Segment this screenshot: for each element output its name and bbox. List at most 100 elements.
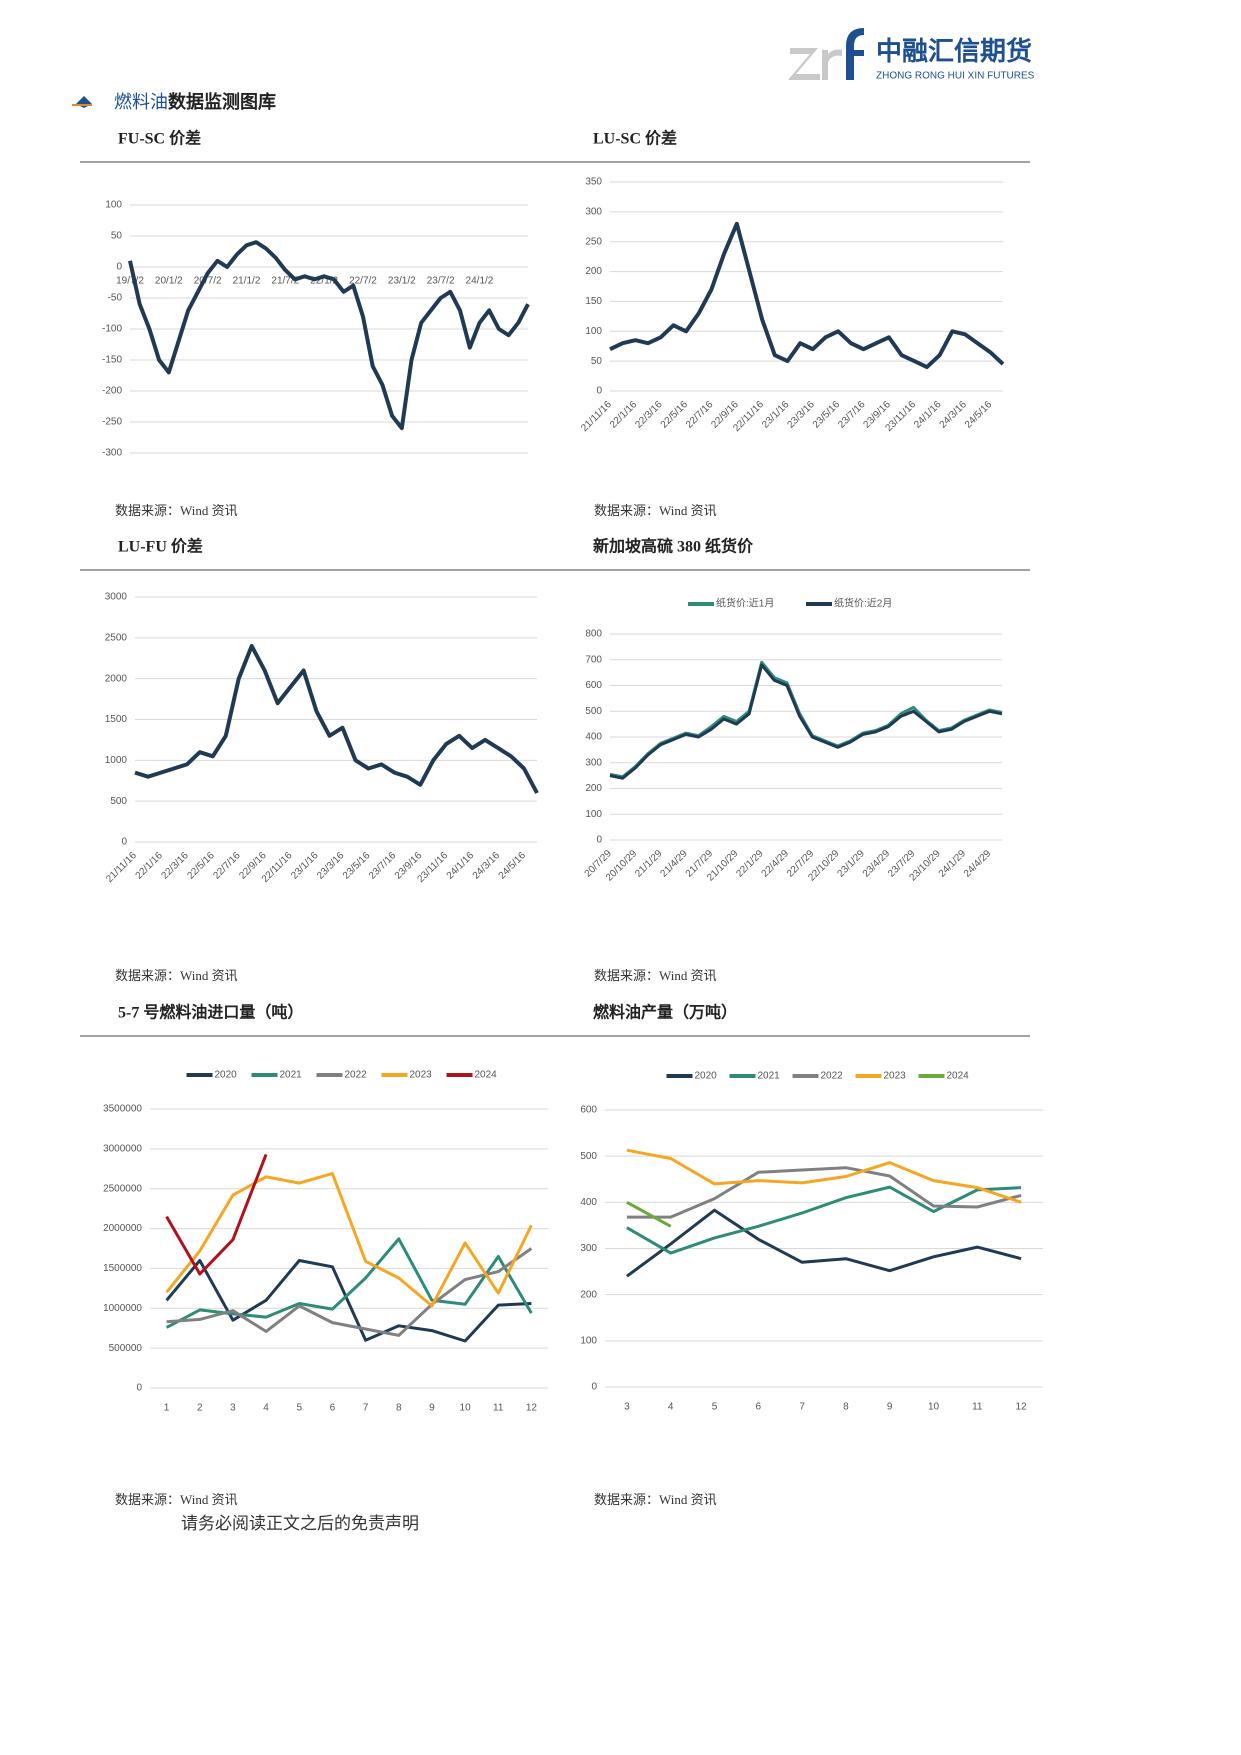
x-tick-label: 22/7/16 xyxy=(211,850,243,882)
source-note: 数据来源：Wind 资讯 xyxy=(115,1492,238,1507)
x-tick-label: 22/7/16 xyxy=(684,399,716,431)
x-tick-label: 4 xyxy=(668,1402,674,1413)
y-tick-label: 1500000 xyxy=(103,1263,142,1274)
x-tick-label: 5 xyxy=(712,1402,718,1413)
y-tick-label: 100 xyxy=(585,326,602,337)
x-tick-label: 20/7/2 xyxy=(194,276,222,287)
x-tick-label: 21/11/16 xyxy=(579,399,614,434)
y-tick-label: -200 xyxy=(102,386,122,397)
company-name-en: ZHONG RONG HUI XIN FUTURES xyxy=(876,71,1035,82)
x-tick-label: 24/1/16 xyxy=(445,850,477,882)
x-tick-label: 22/1/2 xyxy=(310,276,338,287)
y-tick-label: 200 xyxy=(585,266,602,277)
y-tick-label: 1500 xyxy=(105,714,128,725)
footer: 请务必阅读正文之后的免责声明 xyxy=(181,1514,419,1533)
x-tick-label: 22/5/16 xyxy=(659,399,691,431)
data-line xyxy=(609,221,1005,370)
x-tick-label: 21/11/16 xyxy=(104,850,139,885)
x-tick-label: 5 xyxy=(296,1403,302,1414)
x-tick-label: 21/7/2 xyxy=(271,276,299,287)
section-title: 数据监测图库 xyxy=(168,91,276,112)
x-tick-label: 6 xyxy=(756,1402,762,1413)
x-tick-label: 10 xyxy=(928,1402,940,1413)
legend-label: 纸货价:近2月 xyxy=(834,597,892,610)
chart-title: LU-FU 价差 xyxy=(118,537,203,556)
x-tick-label: 23/3/16 xyxy=(315,850,347,882)
y-tick-label: 100 xyxy=(105,200,122,211)
legend-label: 2024 xyxy=(475,1070,498,1081)
logo xyxy=(788,28,864,80)
y-tick-label: -50 xyxy=(108,293,123,304)
legend-label: 纸货价:近1月 xyxy=(716,597,774,610)
y-tick-label: 300 xyxy=(580,1243,597,1254)
legend-label: 2022 xyxy=(345,1070,368,1081)
source-note: 数据来源：Wind 资讯 xyxy=(115,503,238,518)
x-tick-label: 22/1/16 xyxy=(134,850,166,882)
y-tick-label: 200 xyxy=(585,783,602,794)
x-tick-label: 22/1/16 xyxy=(608,399,640,431)
y-tick-label: 600 xyxy=(580,1105,597,1116)
y-tick-label: -150 xyxy=(102,355,122,366)
source-note: 数据来源：Wind 资讯 xyxy=(594,503,717,518)
y-tick-label: 0 xyxy=(596,386,602,397)
x-tick-label: 2 xyxy=(197,1403,203,1414)
x-tick-label: 23/1/16 xyxy=(289,850,321,882)
x-tick-label: 6 xyxy=(330,1403,336,1414)
y-tick-label: -300 xyxy=(102,448,122,459)
x-tick-label: 24/3/16 xyxy=(471,850,503,882)
y-tick-label: 500 xyxy=(110,796,127,807)
y-tick-label: 0 xyxy=(591,1382,597,1393)
x-tick-label: 24/1/16 xyxy=(912,399,944,431)
company-name: 中融汇信期货 xyxy=(876,36,1032,66)
y-tick-label: -250 xyxy=(102,417,122,428)
chart-title: 新加坡高硫 380 纸货价 xyxy=(593,537,754,556)
y-tick-label: 500 xyxy=(585,706,602,717)
y-tick-label: 3000000 xyxy=(103,1143,142,1154)
data-line xyxy=(165,1153,268,1276)
y-tick-label: 3000 xyxy=(105,592,128,603)
y-tick-label: 500 xyxy=(580,1151,597,1162)
y-tick-label: 100 xyxy=(585,809,602,820)
data-line xyxy=(165,1259,532,1343)
x-tick-label: 11 xyxy=(972,1402,983,1413)
y-tick-label: 2500 xyxy=(105,632,128,643)
y-tick-label: 50 xyxy=(591,356,603,367)
source-note: 数据来源：Wind 资讯 xyxy=(115,968,238,983)
legend-label: 2020 xyxy=(215,1070,238,1081)
y-tick-label: 150 xyxy=(585,296,602,307)
x-tick-label: 24/5/16 xyxy=(497,850,529,882)
data-line xyxy=(134,644,539,794)
y-tick-label: 350 xyxy=(585,177,602,188)
legend-label: 2023 xyxy=(410,1070,433,1081)
x-tick-label: 23/7/16 xyxy=(836,399,868,431)
y-tick-label: 0 xyxy=(596,835,602,846)
data-line xyxy=(626,1148,1022,1204)
source-note: 数据来源：Wind 资讯 xyxy=(594,1492,717,1507)
x-tick-label: 8 xyxy=(396,1403,402,1414)
y-tick-label: 300 xyxy=(585,206,602,217)
data-line xyxy=(165,1172,533,1308)
data-line xyxy=(626,1200,672,1228)
x-tick-label: 19/7/2 xyxy=(116,276,144,287)
y-tick-label: 800 xyxy=(585,629,602,640)
x-tick-label: 7 xyxy=(799,1402,805,1413)
y-tick-label: 0 xyxy=(121,837,127,848)
x-tick-label: 23/3/16 xyxy=(785,399,817,431)
y-tick-label: 2500000 xyxy=(103,1183,142,1194)
data-line xyxy=(626,1208,1022,1278)
x-tick-label: 9 xyxy=(429,1403,435,1414)
legend-label: 2020 xyxy=(695,1071,718,1082)
legend-label: 2021 xyxy=(280,1070,303,1081)
x-tick-label: 9 xyxy=(887,1402,893,1413)
chart-title: 5-7 号燃料油进口量（吨） xyxy=(118,1003,303,1022)
x-tick-label: 12 xyxy=(1016,1402,1028,1413)
x-tick-label: 20/1/2 xyxy=(155,276,183,287)
y-tick-label: 200 xyxy=(580,1289,597,1300)
chart-title: LU-SC 价差 xyxy=(593,129,677,148)
x-tick-label: 23/5/16 xyxy=(341,850,373,882)
legend-label: 2023 xyxy=(884,1071,907,1082)
x-tick-label: 22/3/16 xyxy=(633,399,665,431)
y-tick-label: 2000000 xyxy=(103,1223,142,1234)
y-tick-label: 500000 xyxy=(109,1343,143,1354)
